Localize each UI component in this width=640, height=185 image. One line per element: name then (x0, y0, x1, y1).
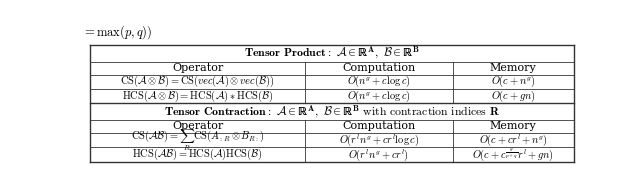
Text: Operator: Operator (172, 63, 223, 73)
Text: Computation: Computation (342, 122, 415, 132)
Text: $O(c + cr^l + n^g)$: $O(c + cr^l + n^g)$ (479, 132, 547, 148)
Text: $\bf{Tensor\ Product:}\ \mathcal{A} \in \mathbb{R}^A,\ \mathcal{B} \in \mathbb{R: $\bf{Tensor\ Product:}\ \mathcal{A} \in … (244, 45, 420, 61)
Text: Memory: Memory (490, 63, 536, 73)
Text: Memory: Memory (490, 122, 536, 132)
Text: $\bf{Tensor\ Contraction:}\ \mathcal{A} \in \mathbb{R}^A,\ \mathcal{B} \in \math: $\bf{Tensor\ Contraction:}\ \mathcal{A} … (164, 103, 500, 120)
Text: $O(n^g + c \log c)$: $O(n^g + c \log c)$ (347, 89, 411, 104)
Text: $\mathrm{CS}(\mathcal{AB}) = \sum_R \mathrm{CS}(A_{:R} \otimes B_{R:})$: $\mathrm{CS}(\mathcal{AB}) = \sum_R \mat… (131, 127, 264, 153)
Text: $O(n^g + c \log c)$: $O(n^g + c \log c)$ (347, 74, 411, 89)
Text: $\mathrm{CS}(\mathcal{A} \otimes \mathcal{B}) = \mathrm{CS}(\mathit{vec}(\mathca: $\mathrm{CS}(\mathcal{A} \otimes \mathca… (120, 74, 275, 89)
Text: Computation: Computation (342, 63, 415, 73)
Text: $O(r^l n^g + cr^l)$: $O(r^l n^g + cr^l)$ (348, 147, 410, 163)
Text: $= \max(p, q))$: $= \max(p, q))$ (83, 23, 153, 41)
Text: $O(c + gn)$: $O(c + gn)$ (491, 89, 535, 104)
Text: $\mathrm{HCS}(\mathcal{AB}) = \mathrm{HCS}(\mathcal{A})\mathrm{HCS}(\mathcal{B}): $\mathrm{HCS}(\mathcal{AB}) = \mathrm{HC… (132, 147, 263, 162)
Text: Operator: Operator (172, 122, 223, 132)
Text: $O(c + c^{\frac{g}{p+q}} r^l + gn)$: $O(c + c^{\frac{g}{p+q}} r^l + gn)$ (472, 146, 554, 163)
Text: $\mathrm{HCS}(\mathcal{A} \otimes \mathcal{B}) = \mathrm{HCS}(\mathcal{A}) * \ma: $\mathrm{HCS}(\mathcal{A} \otimes \mathc… (122, 89, 273, 104)
Text: $O(c + n^g)$: $O(c + n^g)$ (491, 74, 535, 89)
Text: $O(r^l n^g + cr^l \log c)$: $O(r^l n^g + cr^l \log c)$ (339, 132, 419, 148)
